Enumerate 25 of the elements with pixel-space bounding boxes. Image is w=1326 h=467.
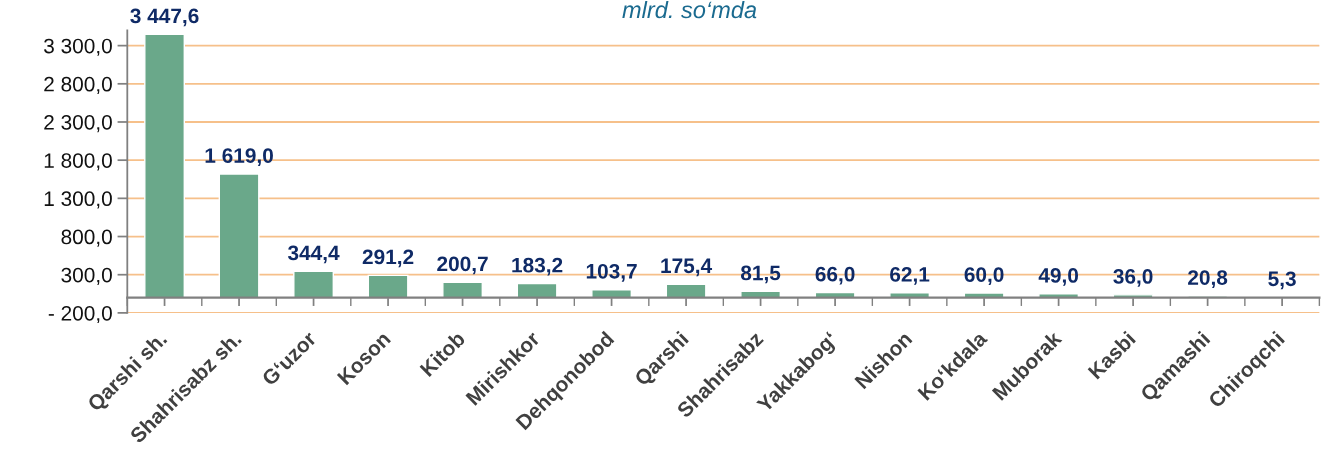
data-label: 1 619,0	[205, 148, 273, 166]
data-label: 60,0	[964, 267, 1004, 285]
data-label: 183,2	[512, 257, 563, 276]
y-tick-label: 2 800,0	[44, 76, 112, 95]
data-label: 20,8	[1188, 270, 1228, 288]
y-tick-label: 1 300,0	[44, 191, 112, 209]
y-tick-label: 300,0	[61, 267, 112, 285]
data-label: 175,4	[661, 258, 713, 277]
data-label: 200,7	[437, 256, 488, 275]
data-label: 3 447,6	[130, 8, 199, 27]
data-label: 66,0	[815, 266, 855, 285]
y-tick-label: 1 800,0	[44, 153, 112, 171]
y-tick-label: 800,0	[61, 229, 112, 247]
data-label: 49,0	[1038, 268, 1079, 286]
data-label: 62,1	[890, 267, 930, 285]
data-label: 81,5	[740, 265, 781, 284]
y-tick-label: - 200,0	[48, 305, 112, 324]
data-label: 291,2	[362, 249, 414, 268]
y-tick-label: 2 300,0	[44, 114, 112, 133]
data-label: 36,0	[1113, 269, 1153, 287]
y-tick-label: 3 300,0	[44, 38, 112, 56]
data-label: 5,3	[1268, 271, 1296, 290]
data-label: 103,7	[586, 263, 637, 282]
chart-title: mlrd. so‘mda	[622, 0, 757, 19]
data-label: 344,4	[287, 245, 340, 264]
